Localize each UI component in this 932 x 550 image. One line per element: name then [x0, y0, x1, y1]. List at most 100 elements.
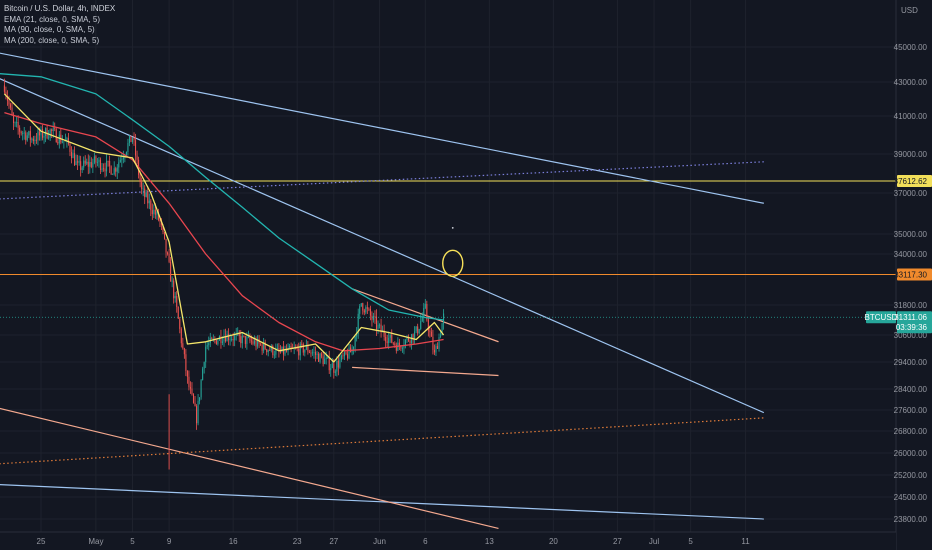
candle-body	[58, 134, 60, 144]
candle-body	[432, 336, 434, 350]
candle-body	[89, 162, 91, 167]
candle-body	[52, 128, 54, 132]
legend-title[interactable]: Bitcoin / U.S. Dollar, 4h, INDEX	[4, 4, 116, 13]
candle-body	[34, 139, 36, 142]
candle-body	[406, 337, 408, 340]
trendline[interactable]	[0, 407, 499, 530]
candle-body	[440, 335, 442, 337]
candle-body	[302, 344, 304, 353]
candle-body	[14, 122, 16, 124]
candle-body	[200, 380, 202, 398]
countdown-text: 03:39:36	[896, 323, 928, 332]
legend-ema21[interactable]: EMA (21, close, 0, SMA, 5)	[4, 14, 101, 24]
candle-body	[104, 168, 106, 172]
trendline[interactable]	[0, 417, 764, 465]
time-tick-label: May	[88, 537, 103, 546]
candle-body	[110, 166, 112, 175]
candle-body	[310, 352, 312, 354]
candle-body	[257, 339, 259, 347]
candle-body	[118, 162, 120, 168]
candle-body	[250, 340, 252, 342]
trendline[interactable]	[0, 161, 764, 200]
annotation-layer[interactable]	[442, 226, 464, 277]
time-tick-label: 5	[130, 537, 135, 546]
time-axis-bg	[0, 532, 896, 550]
candle-body	[128, 135, 130, 144]
symbol-tag-text: BTCUSD	[865, 313, 898, 322]
candle-body	[336, 360, 338, 372]
candle-body	[365, 307, 367, 313]
trendline[interactable]	[351, 288, 499, 343]
price-tick-label: 43000.00	[894, 78, 928, 87]
candle-body	[35, 139, 37, 141]
current-price-tag	[897, 311, 932, 334]
candle-body	[395, 345, 397, 351]
price-tick-label: 35000.00	[894, 230, 928, 239]
candle-body	[314, 352, 317, 355]
candle-body	[144, 188, 146, 197]
highlight-circle[interactable]	[442, 249, 464, 277]
candle-body	[17, 122, 19, 128]
candle-body	[391, 334, 393, 343]
candle-body	[189, 387, 191, 389]
candle-body	[16, 122, 18, 123]
candle-body	[278, 348, 280, 352]
candle-body	[231, 339, 233, 340]
candle-body	[168, 253, 170, 262]
candle-body	[420, 321, 422, 330]
candle-body	[241, 335, 243, 344]
trendline[interactable]	[0, 52, 764, 204]
time-axis[interactable]: 25 May 5 9 16 23 27 Jun 6 13 20 27 Jul 5 11	[0, 531, 896, 550]
candle-body	[19, 127, 21, 132]
candle-body	[354, 336, 356, 347]
price-tag	[897, 268, 932, 281]
trendline[interactable]	[0, 77, 765, 414]
candle-body	[147, 192, 149, 204]
price-tick-label: 29400.00	[894, 358, 928, 367]
moving-averages	[0, 73, 445, 363]
price-tick-label: 30600.00	[894, 331, 928, 340]
legend-ma200[interactable]: MA (200, close, 0, SMA, 5)	[4, 35, 100, 45]
candle-body	[441, 323, 443, 336]
candle-body	[267, 350, 269, 353]
legend-ma90[interactable]: MA (90, close, 0, SMA, 5)	[4, 25, 95, 34]
price-tick-label: 28400.00	[894, 385, 928, 394]
candle-body	[264, 342, 266, 350]
candle-body	[196, 406, 198, 424]
time-tick-label: Jun	[373, 537, 386, 546]
time-tick-label: 27	[613, 537, 622, 546]
candle-body	[182, 343, 184, 349]
candle-body	[141, 182, 143, 189]
trendline[interactable]	[352, 366, 499, 377]
drawings-layer[interactable]	[0, 52, 896, 530]
candle-body	[385, 336, 387, 342]
candle-body	[285, 349, 288, 352]
candle-body	[417, 326, 419, 334]
candle-body	[412, 334, 414, 341]
price-tick-label: 31800.00	[894, 301, 928, 310]
candle-body	[133, 138, 135, 141]
candle-body	[234, 335, 236, 341]
candle-body	[348, 347, 350, 359]
candle-body	[173, 280, 175, 299]
candle-body	[330, 368, 332, 371]
candle-body	[90, 162, 92, 168]
candle-body	[29, 131, 31, 140]
candle-body	[112, 174, 114, 175]
candle-body	[191, 388, 193, 395]
candle-body	[11, 107, 13, 116]
annotation-dot[interactable]	[451, 226, 454, 229]
candle-body	[386, 341, 388, 343]
candle-body	[162, 225, 164, 232]
candle-body	[307, 345, 309, 352]
candle-body	[226, 333, 228, 342]
candle-body	[269, 350, 271, 351]
candle-body	[359, 306, 361, 314]
candle-body	[70, 151, 73, 159]
trendline[interactable]	[0, 484, 764, 520]
candle-body	[304, 349, 306, 353]
candle-body	[374, 315, 376, 317]
candle-body	[360, 303, 362, 307]
candle-body	[372, 315, 374, 320]
